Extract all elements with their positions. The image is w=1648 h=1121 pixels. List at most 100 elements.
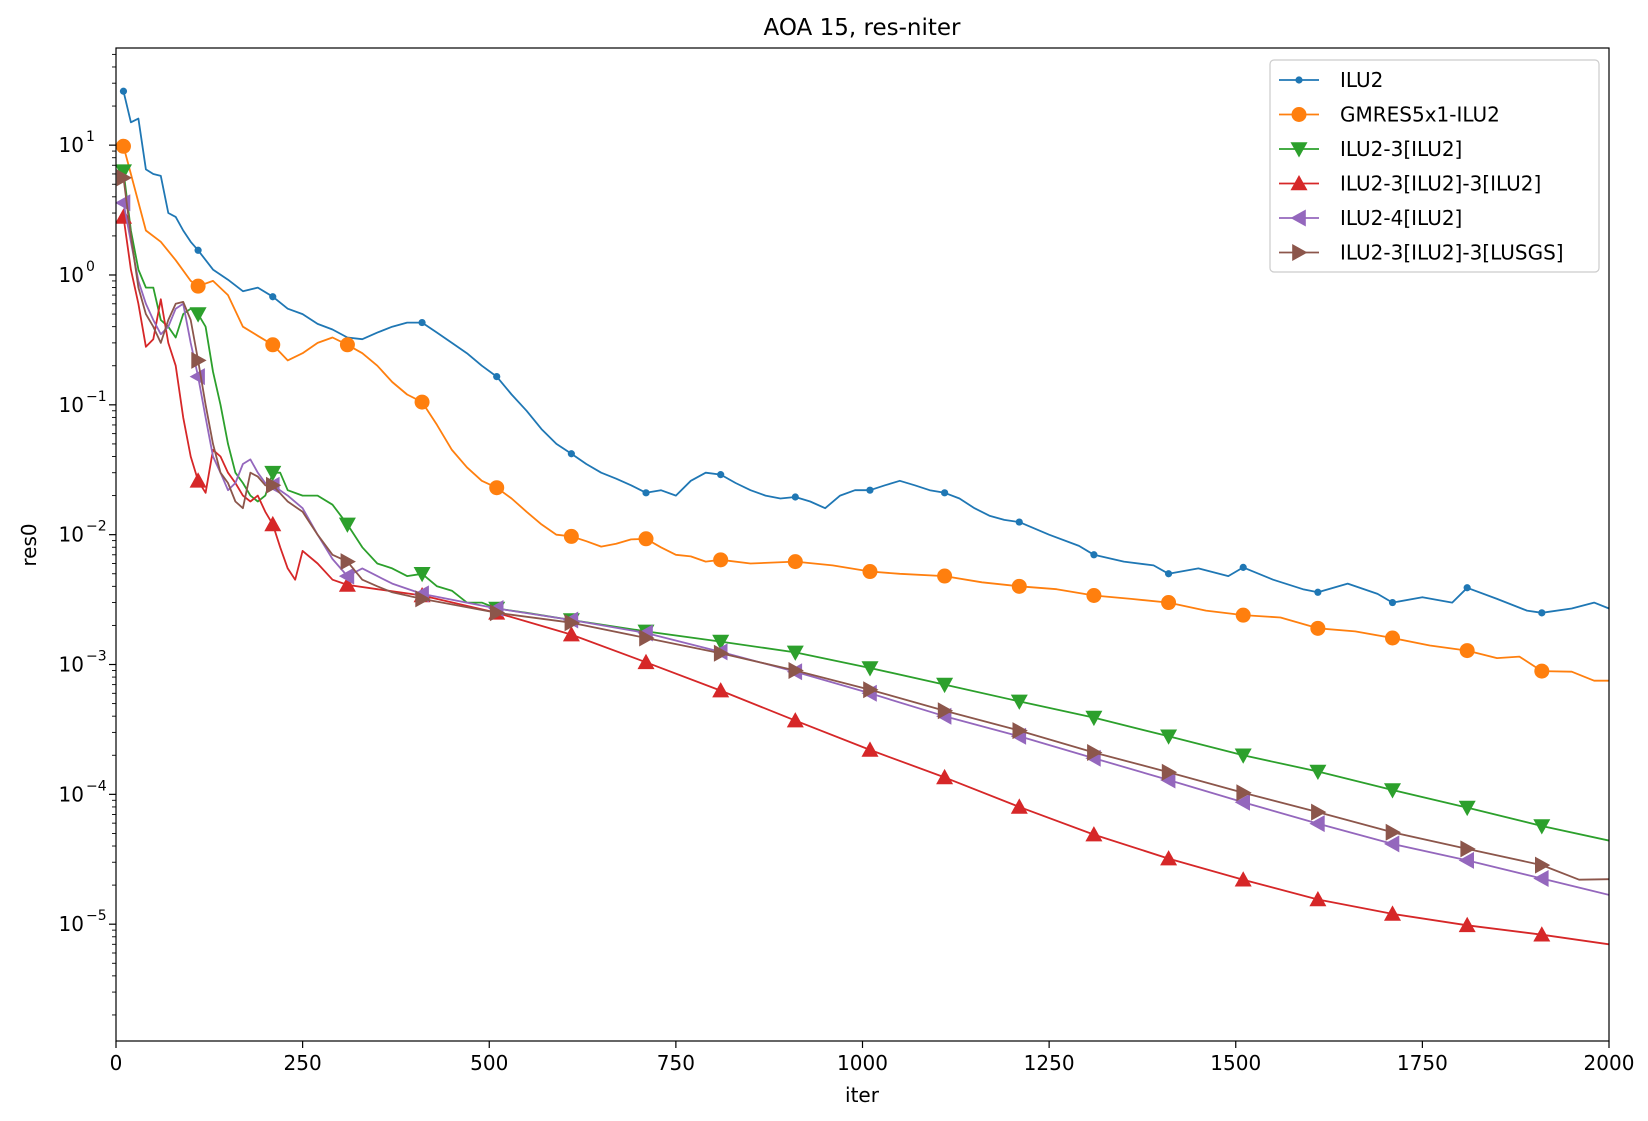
x-tick-label: 500 [470, 1051, 508, 1075]
data-point-ilu2-3-ilu2-3-ilu2 [562, 626, 580, 642]
data-point-ilu2-3-ilu2-3-lusgs [1460, 840, 1476, 858]
series-line-ilu2-3-ilu2-3-lusgs [122, 177, 1609, 881]
series-ilu2-3-ilu2-3-ilu2 [116, 208, 1609, 946]
data-point-ilu2-4-ilu2 [1533, 870, 1549, 887]
data-point-ilu2-3-ilu2 [264, 465, 282, 482]
y-tick-label: 10 [59, 653, 84, 677]
data-point-ilu2-3-ilu2 [1309, 764, 1327, 780]
data-point-gmres5x1-ilu2 [414, 394, 430, 410]
y-tick-exponent: −1 [86, 389, 107, 405]
data-point-ilu2-3-ilu2 [116, 164, 132, 180]
x-tick-label: 0 [110, 1051, 123, 1075]
x-axis-label: iter [845, 1083, 880, 1107]
data-point-ilu2-3-ilu2 [1384, 783, 1401, 799]
data-point-ilu2-3-ilu2-3-lusgs [639, 629, 655, 647]
data-point-ilu2-3-ilu2-3-ilu2 [936, 768, 954, 785]
data-point-ilu2-3-ilu2-3-lusgs [1385, 823, 1401, 841]
data-point-ilu2-3-ilu2-3-ilu2 [338, 576, 356, 592]
data-point-gmres5x1-ilu2 [1161, 595, 1177, 611]
data-point-gmres5x1-ilu2 [638, 531, 654, 547]
data-point-ilu2 [717, 471, 725, 479]
data-point-ilu2-3-ilu2 [861, 661, 879, 677]
data-point-ilu2-3-ilu2-3-lusgs [713, 644, 730, 662]
data-point-ilu2-3-ilu2-3-lusgs [788, 662, 804, 679]
data-point-ilu2-3-ilu2-3-ilu2 [786, 712, 804, 728]
data-point-ilu2-3-ilu2 [936, 677, 954, 694]
data-point-gmres5x1-ilu2 [1310, 620, 1326, 636]
data-point-ilu2-3-ilu2-3-ilu2 [1533, 926, 1551, 942]
data-point-ilu2-3-ilu2 [1085, 710, 1103, 727]
y-tick-label: 10 [59, 393, 84, 417]
data-point-ilu2-3-ilu2-3-ilu2 [1010, 798, 1028, 814]
data-point-ilu2 [1538, 609, 1546, 617]
data-point-ilu2-3-ilu2-3-lusgs [1087, 744, 1103, 761]
data-point-ilu2-3-ilu2 [189, 307, 207, 323]
legend-marker-ilu2 [1295, 76, 1303, 84]
legend-label-gmres5x1-ilu2: GMRES5x1-ILU2 [1340, 103, 1500, 127]
data-point-gmres5x1-ilu2 [563, 528, 579, 544]
data-point-gmres5x1-ilu2 [713, 552, 729, 568]
data-point-ilu2-3-ilu2 [1533, 819, 1551, 835]
data-point-ilu2 [866, 486, 874, 494]
data-point-ilu2 [1239, 563, 1247, 571]
y-tick-exponent: −4 [86, 778, 107, 794]
data-point-ilu2-3-ilu2-3-lusgs [1535, 856, 1551, 874]
data-point-ilu2-3-ilu2-3-lusgs [863, 681, 879, 699]
data-point-ilu2-3-ilu2 [786, 645, 804, 661]
data-point-ilu2 [1090, 551, 1098, 559]
data-point-ilu2 [418, 318, 426, 327]
data-point-ilu2 [194, 246, 202, 254]
legend-marker-ilu2-4-ilu2 [1290, 209, 1306, 227]
y-tick-label: 10 [59, 133, 84, 157]
legend-marker-gmres5x1-ilu2 [1291, 107, 1307, 122]
data-point-ilu2-3-ilu2 [1234, 748, 1252, 764]
legend-marker-ilu2-3-ilu2 [1290, 142, 1308, 158]
legend-item-ilu2-3-ilu2-3-lusgs: ILU2-3[ILU2]-3[LUSGS] [1279, 241, 1564, 265]
y-tick-exponent: 0 [86, 259, 95, 275]
data-point-ilu2-3-ilu2 [1160, 729, 1178, 745]
y-tick-exponent: −5 [86, 908, 107, 924]
data-point-ilu2-3-ilu2-3-ilu2 [264, 515, 282, 532]
series-line-ilu2-3-ilu2-3-ilu2 [122, 216, 1609, 946]
data-point-ilu2-3-ilu2-3-lusgs [340, 553, 356, 571]
y-axis-label: res0 [17, 523, 41, 566]
series-line-ilu2-4-ilu2 [122, 202, 1609, 896]
data-point-ilu2 [493, 372, 501, 381]
data-point-gmres5x1-ilu2 [1235, 607, 1251, 623]
data-point-ilu2-3-ilu2-3-ilu2 [189, 472, 207, 488]
data-point-gmres5x1-ilu2 [116, 138, 131, 154]
legend-label-ilu2-4-ilu2: ILU2-4[ILU2] [1340, 206, 1462, 230]
series-ilu2-3-ilu2-3-lusgs [116, 169, 1609, 881]
x-tick-label: 750 [657, 1051, 695, 1075]
data-point-ilu2-3-ilu2-3-ilu2 [1309, 891, 1327, 907]
legend-label-ilu2-3-ilu2-3-ilu2: ILU2-3[ILU2]-3[ILU2] [1340, 172, 1541, 196]
data-point-gmres5x1-ilu2 [1011, 578, 1027, 594]
legend-label-ilu2-3-ilu2: ILU2-3[ILU2] [1340, 137, 1462, 161]
data-point-ilu2-3-ilu2-3-ilu2 [1160, 850, 1178, 866]
data-point-ilu2-3-ilu2-3-lusgs [1236, 784, 1252, 802]
legend-item-gmres5x1-ilu2: GMRES5x1-ILU2 [1279, 103, 1500, 127]
y-tick-exponent: −3 [86, 649, 107, 665]
data-point-ilu2-4-ilu2 [1309, 815, 1325, 833]
data-point-ilu2-3-ilu2-3-ilu2 [1384, 905, 1401, 921]
chart-title: AOA 15, res-niter [764, 15, 961, 41]
legend-marker-ilu2-3-ilu2-3-lusgs [1292, 244, 1308, 261]
data-point-ilu2-3-ilu2-3-lusgs [1012, 722, 1028, 740]
legend-marker-ilu2-3-ilu2-3-ilu2 [1290, 175, 1308, 191]
y-tick-exponent: −2 [86, 519, 107, 535]
data-point-ilu2 [1164, 570, 1173, 578]
legend-label-ilu2-3-ilu2-3-lusgs: ILU2-3[ILU2]-3[LUSGS] [1340, 241, 1564, 265]
data-point-ilu2-3-ilu2-3-lusgs [415, 590, 431, 608]
data-point-ilu2-3-ilu2 [1458, 800, 1476, 817]
data-point-ilu2-3-ilu2-3-lusgs [489, 604, 506, 622]
data-point-ilu2-3-ilu2-3-lusgs [191, 351, 207, 369]
y-tick-exponent: 1 [86, 129, 95, 145]
data-point-ilu2-3-ilu2-3-ilu2 [1234, 871, 1252, 887]
data-point-gmres5x1-ilu2 [1534, 663, 1550, 679]
y-tick-label: 10 [59, 263, 84, 287]
legend-label-ilu2: ILU2 [1340, 68, 1383, 92]
data-point-ilu2 [642, 489, 650, 497]
data-point-ilu2-3-ilu2-3-ilu2 [712, 682, 730, 698]
